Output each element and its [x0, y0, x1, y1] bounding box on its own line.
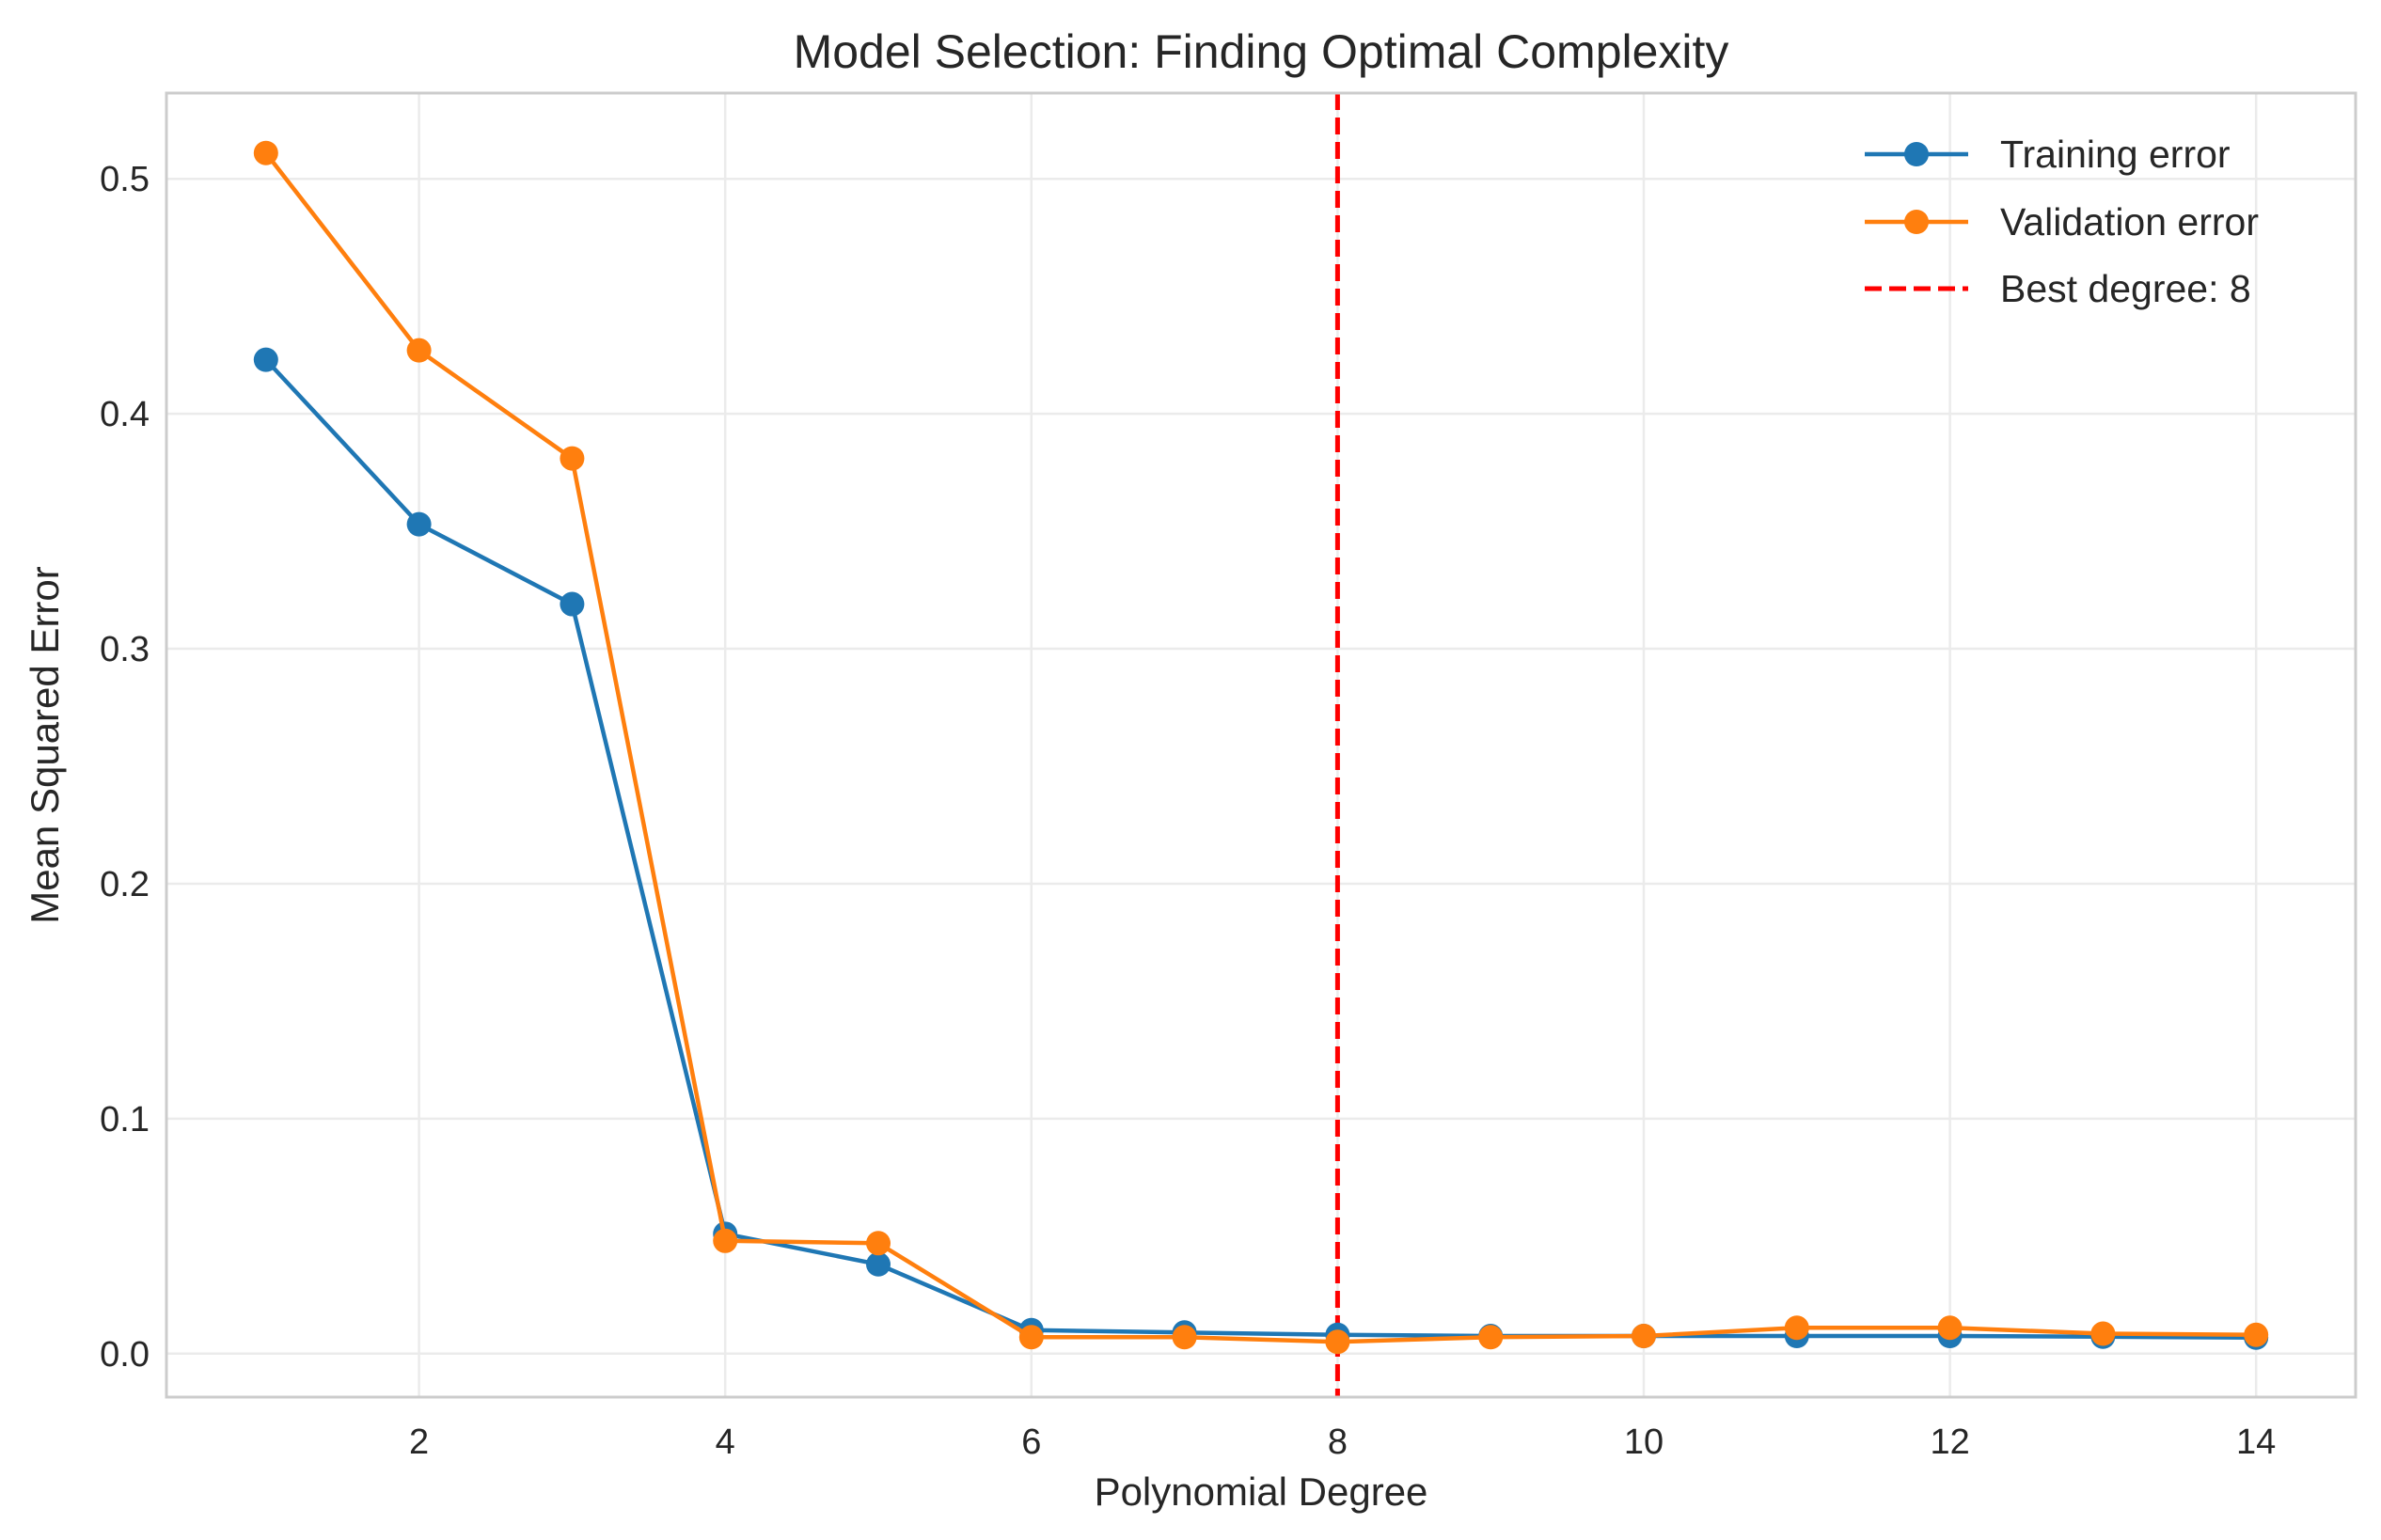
- y-tick-label: 0.1: [100, 1100, 150, 1139]
- y-tick-label: 0.3: [100, 630, 150, 669]
- y-tick-label: 0.0: [100, 1335, 150, 1375]
- data-point-training: [866, 1251, 891, 1277]
- data-point-validation: [1631, 1324, 1656, 1349]
- data-point-validation: [1172, 1325, 1197, 1350]
- data-point-training: [406, 511, 432, 537]
- legend-swatch-validation-marker: [1904, 210, 1929, 234]
- legend-label-validation: Validation error: [2000, 200, 2259, 244]
- data-point-validation: [560, 446, 585, 471]
- legend-label-training: Training error: [2000, 133, 2231, 176]
- legend: Training error Validation error Best deg…: [1865, 133, 2259, 310]
- x-tick-label: 14: [2236, 1422, 2276, 1462]
- data-point-validation: [866, 1231, 891, 1256]
- y-axis-label: Mean Squared Error: [23, 566, 67, 924]
- x-tick-label: 8: [1328, 1422, 1348, 1462]
- y-tick-label: 0.5: [100, 160, 150, 199]
- legend-item-validation: Validation error: [1865, 200, 2259, 244]
- x-tick-label: 10: [1624, 1422, 1664, 1462]
- data-point-validation: [2244, 1322, 2269, 1347]
- y-tick-label: 0.2: [100, 865, 150, 904]
- series-layer: [253, 140, 2269, 1355]
- x-tick-label: 12: [1930, 1422, 1969, 1462]
- legend-swatch-training-marker: [1904, 142, 1929, 166]
- data-point-training: [560, 591, 585, 617]
- data-point-validation: [2090, 1321, 2116, 1346]
- series-line-training: [264, 358, 2257, 1341]
- plot-area-frame: [165, 91, 2357, 1399]
- y-tick-label: 0.4: [100, 395, 150, 434]
- data-point-validation: [253, 140, 278, 165]
- x-tick-label: 6: [1021, 1422, 1041, 1462]
- x-tick-label: 4: [716, 1422, 735, 1462]
- legend-item-training: Training error: [1865, 133, 2231, 176]
- grid-lines: [166, 93, 2356, 1397]
- x-axis-label: Polynomial Degree: [1095, 1469, 1428, 1514]
- chart-title: Model Selection: Finding Optimal Complex…: [794, 25, 1729, 78]
- x-tick-label: 2: [409, 1422, 429, 1462]
- data-point-validation: [406, 338, 432, 363]
- legend-label-best-degree: Best degree: 8: [2000, 267, 2251, 310]
- data-point-validation: [1478, 1325, 1504, 1350]
- legend-item-best-degree: Best degree: 8: [1865, 267, 2251, 310]
- data-point-training: [253, 347, 278, 372]
- data-point-validation: [1018, 1325, 1044, 1350]
- data-point-validation: [1325, 1329, 1350, 1355]
- data-point-validation: [713, 1228, 738, 1253]
- data-point-validation: [1784, 1315, 1809, 1341]
- series-line-validation: [264, 151, 2257, 1344]
- tick-labels: 2 4 6 8 10 12 14 0.0 0.1 0.2 0.3 0.4 0.5: [100, 160, 2276, 1462]
- data-point-validation: [1937, 1315, 1963, 1341]
